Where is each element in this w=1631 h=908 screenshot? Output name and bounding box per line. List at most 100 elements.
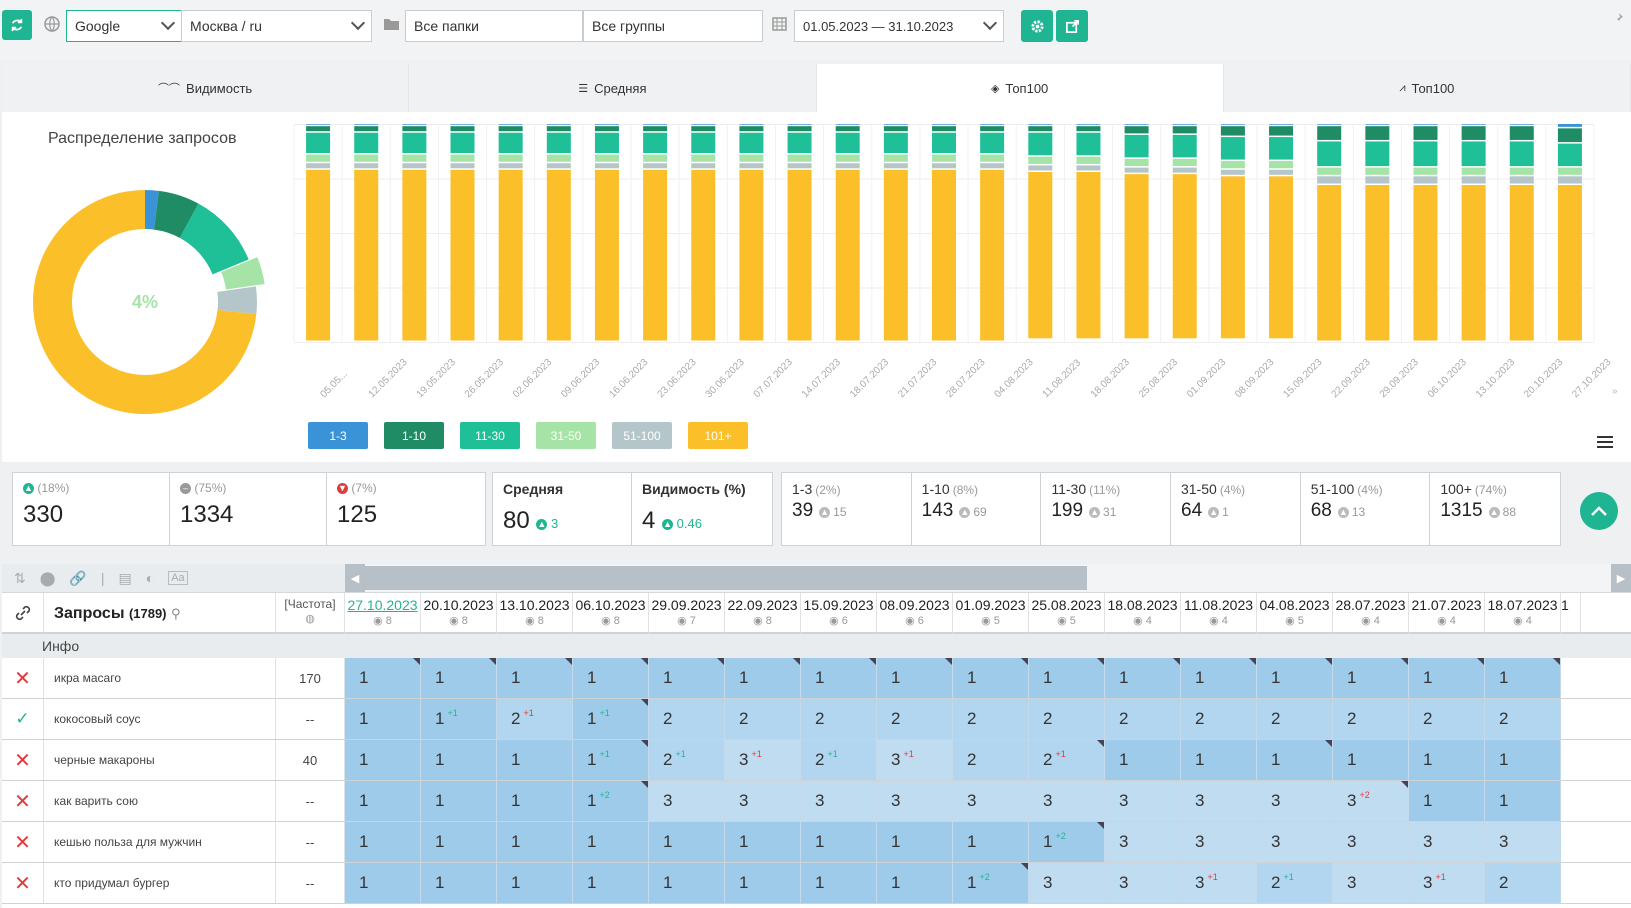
position-cell[interactable]: 1 [345,658,421,698]
bar-51-100-4[interactable] [498,163,523,169]
bar-51-100-12[interactable] [883,163,908,169]
position-cell[interactable]: 1 [573,863,649,903]
bar-1-3-6[interactable] [594,124,619,125]
bar-31-50-6[interactable] [594,154,619,162]
donut-slice-11-30[interactable] [179,203,249,275]
bar-51-100-7[interactable] [643,163,668,169]
bar-1-3-24[interactable] [1461,124,1486,125]
bar-51-100-14[interactable] [980,163,1005,169]
close-icon[interactable]: ✕ [14,872,31,895]
bar-101+-7[interactable] [643,169,668,341]
bar-101+-18[interactable] [1172,174,1197,339]
bar-31-50-24[interactable] [1461,167,1486,175]
date-column-header[interactable]: 18.08.2023 ◉ 4 [1105,593,1181,633]
position-cell[interactable]: 1 [877,658,953,698]
date-column-header[interactable]: 15.09.2023 ◉ 6 [801,593,877,633]
bar-11-30-20[interactable] [1269,137,1294,160]
date-column-header[interactable]: 20.10.2023 ◉ 8 [421,593,497,633]
position-cell[interactable]: 3 [1485,822,1561,862]
font-icon[interactable]: Aa [168,571,188,585]
bar-51-100-6[interactable] [594,163,619,169]
bar-1-3-20[interactable] [1269,124,1294,125]
date-column-header[interactable]: 11.08.2023 ◉ 4 [1181,593,1257,633]
position-cell[interactable]: 3 [1181,822,1257,862]
bar-1-3-3[interactable] [450,124,475,125]
position-cell[interactable]: 3 [1105,863,1181,903]
bar-1-10-9[interactable] [739,126,764,132]
bar-11-30-8[interactable] [691,132,716,154]
position-cell[interactable]: 2 [1105,699,1181,739]
bar-1-10-26[interactable] [1557,128,1582,143]
position-cell[interactable]: 3 [1105,822,1181,862]
bar-1-3-11[interactable] [835,124,860,125]
position-cell[interactable]: 1 [345,863,421,903]
bar-101+-0[interactable] [306,169,331,341]
position-cell[interactable]: 3 [877,781,953,821]
bar-101+-4[interactable] [498,169,523,341]
bar-1-3-16[interactable] [1076,124,1101,125]
position-cell[interactable]: 1 +2 [1029,822,1105,862]
bar-31-50-1[interactable] [354,154,379,162]
date-column-header[interactable]: 01.09.2023 ◉ 5 [953,593,1029,633]
bar-1-10-12[interactable] [883,126,908,132]
position-cell[interactable]: 2 +1 [801,740,877,780]
position-cell[interactable]: 2 [953,740,1029,780]
bar-1-10-10[interactable] [787,126,812,132]
bar-11-30-17[interactable] [1124,134,1149,158]
bar-101+-5[interactable] [546,169,571,341]
bar-51-100-25[interactable] [1509,176,1534,184]
bar-11-30-16[interactable] [1076,132,1101,156]
position-cell[interactable]: 1 [953,822,1029,862]
bar-1-10-25[interactable] [1509,126,1534,140]
bar-1-3-10[interactable] [787,124,812,125]
position-cell[interactable]: 1 [345,699,421,739]
bar-51-100-8[interactable] [691,163,716,169]
position-cell[interactable]: 2 [1333,699,1409,739]
bar-51-100-20[interactable] [1269,169,1294,175]
position-cell[interactable]: 1 [497,781,573,821]
date-column-header[interactable]: 27.10.2023 ◉ 8 [345,593,421,633]
bar-11-30-14[interactable] [980,132,1005,154]
position-cell[interactable]: 3 [725,781,801,821]
position-cell[interactable]: 1 [421,863,497,903]
bar-51-100-21[interactable] [1317,176,1342,184]
bar-1-10-15[interactable] [1028,126,1053,132]
position-cell[interactable]: 1 [877,863,953,903]
bar-31-50-8[interactable] [691,154,716,162]
bar-1-10-11[interactable] [835,126,860,132]
link-icon[interactable]: 🔗 [69,569,87,586]
bar-31-50-10[interactable] [787,154,812,162]
bar-1-10-1[interactable] [354,126,379,132]
sort-icon[interactable]: ⇅ [14,569,26,586]
position-cell[interactable]: 3 [801,781,877,821]
position-cell[interactable]: 1 [725,822,801,862]
bar-51-100-13[interactable] [932,163,956,169]
legend-1-10[interactable]: 1-10 [384,422,444,449]
bar-101+-19[interactable] [1220,176,1245,339]
bar-11-30-7[interactable] [643,132,668,154]
bar-11-30-21[interactable] [1317,141,1342,167]
position-cell[interactable]: 2 [1029,699,1105,739]
position-cell[interactable]: 3 +1 [1181,863,1257,903]
close-icon[interactable]: ✕ [14,749,31,772]
bar-51-100-5[interactable] [546,163,571,169]
bar-1-10-3[interactable] [450,126,475,132]
settings-button[interactable] [1021,10,1053,42]
bar-51-100-0[interactable] [306,163,331,169]
position-cell[interactable]: 2 +1 [649,740,725,780]
date-column-header[interactable]: 13.10.2023 ◉ 8 [497,593,573,633]
bar-1-3-9[interactable] [739,124,764,125]
bar-1-10-5[interactable] [546,126,571,132]
date-column-header[interactable]: 28.07.2023 ◉ 4 [1333,593,1409,633]
position-cell[interactable]: 3 [1333,863,1409,903]
bar-11-30-0[interactable] [306,132,331,154]
position-cell[interactable]: 1 [1105,658,1181,698]
donut-slice-1-3[interactable] [145,190,159,230]
bar-11-30-12[interactable] [883,132,908,154]
position-cell[interactable]: 1 [1257,740,1333,780]
bar-31-50-11[interactable] [835,154,860,162]
horizontal-scrollbar[interactable]: ◀ ▶ [345,564,1631,592]
bar-1-10-17[interactable] [1124,126,1149,134]
queries-column-header[interactable]: Запросы (1789) ⚲ [44,593,276,633]
tab-2[interactable]: ☰ Средняя [409,64,817,112]
